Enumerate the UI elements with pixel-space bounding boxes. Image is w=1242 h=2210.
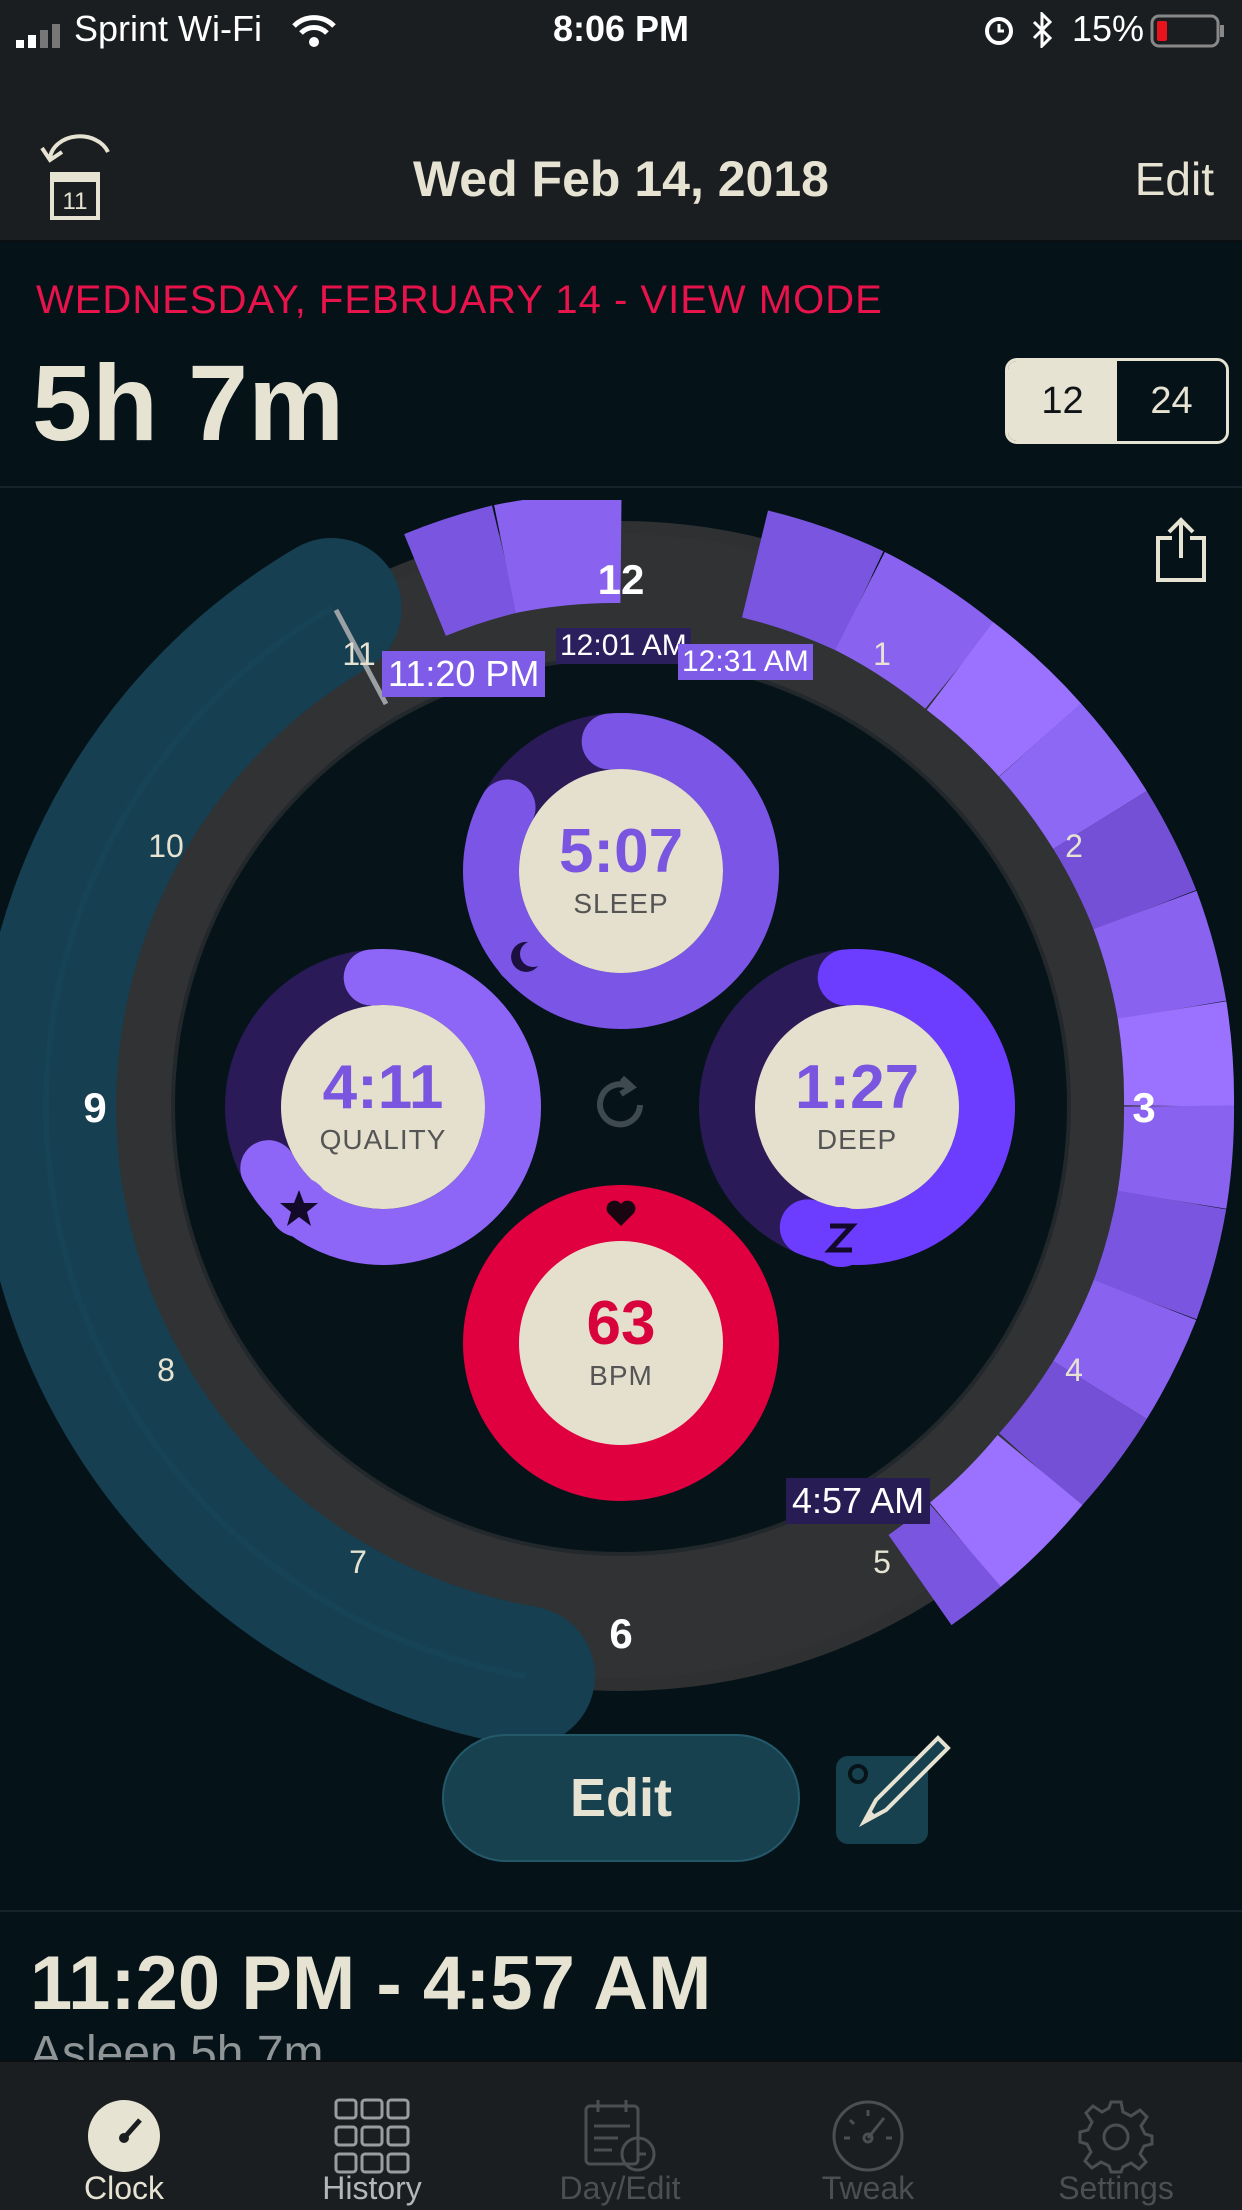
gear-icon xyxy=(1078,2098,1154,2174)
deep-label: DEEP xyxy=(816,1124,898,1155)
star-icon xyxy=(268,1176,330,1243)
view-mode-label: WEDNESDAY, FEBRUARY 14 - VIEW MODE xyxy=(36,278,883,322)
wifi-icon xyxy=(292,14,336,53)
hour-label-4: 4 xyxy=(1065,1352,1083,1388)
pencil-icon xyxy=(836,1730,956,1845)
calendar-back-icon[interactable]: 11 xyxy=(38,132,120,224)
time-format-toggle: 12 24 xyxy=(1005,358,1229,444)
nav-bar xyxy=(0,62,1242,242)
quality-value: 4:11 xyxy=(322,1053,444,1122)
sleep-start-tag[interactable]: 11:20 PM xyxy=(382,651,546,697)
hour-label-9: 9 xyxy=(83,1084,107,1131)
cellular-signal-icon xyxy=(16,22,72,48)
sleep-clock-dial xyxy=(0,500,1235,1740)
tab-label-settings: Settings xyxy=(1058,2170,1174,2206)
edit-sleep-button[interactable]: Edit xyxy=(442,1734,800,1862)
alarm-icon xyxy=(983,14,1015,51)
hour-label-5: 5 xyxy=(873,1544,891,1580)
hour-label-8: 8 xyxy=(157,1352,175,1388)
clock-tab-icon xyxy=(86,2098,162,2174)
battery-icon xyxy=(1150,14,1226,53)
sleep-range: 11:20 PM - 4:57 AM xyxy=(30,1941,712,2026)
tab-label-history: History xyxy=(322,2170,422,2206)
sleep-value: 5:07 xyxy=(558,817,684,886)
z-icon xyxy=(810,1206,872,1273)
hour-label-3: 3 xyxy=(1132,1084,1156,1131)
nav-edit-button[interactable]: Edit xyxy=(1134,153,1214,205)
hour-label-2: 2 xyxy=(1065,828,1083,864)
tab-clock[interactable]: Clock xyxy=(0,2098,248,2206)
time-tag-1201[interactable]: 12:01 AM xyxy=(556,628,691,664)
page-title: Wed Feb 14, 2018 xyxy=(413,151,829,207)
share-icon[interactable] xyxy=(1152,516,1210,589)
battery-percent: 15% xyxy=(1072,8,1145,49)
time-tag-1231[interactable]: 12:31 AM xyxy=(678,644,813,680)
summary-divider xyxy=(0,1910,1242,1912)
hour-label-7: 7 xyxy=(349,1544,367,1580)
tab-settings[interactable]: Settings xyxy=(992,2098,1240,2206)
grid-icon xyxy=(334,2098,410,2174)
calendar-clock-icon xyxy=(582,2098,658,2174)
hour-label-10: 10 xyxy=(148,828,184,864)
tab-day-edit[interactable]: Day/Edit xyxy=(496,2098,744,2206)
tab-bar xyxy=(0,2060,1242,2210)
heart-rate-value: 63 xyxy=(586,1289,656,1358)
deep-value: 1:27 xyxy=(794,1053,920,1122)
wake-tag[interactable]: 4:57 AM xyxy=(786,1478,931,1524)
sleep-segments xyxy=(404,500,1235,1626)
tab-label-tweak: Tweak xyxy=(821,2170,915,2206)
header-divider xyxy=(0,486,1242,488)
total-sleep-duration: 5h 7m xyxy=(32,342,345,463)
sleep-label: SLEEP xyxy=(573,888,669,919)
status-bar: Sprint Wi-Fi 8:06 PM 15% xyxy=(0,0,1242,62)
format-12-option[interactable]: 12 xyxy=(1008,361,1117,441)
tab-label-clock: Clock xyxy=(83,2170,164,2206)
status-time: 8:06 PM xyxy=(552,8,690,49)
tab-history[interactable]: History xyxy=(248,2098,496,2206)
hour-label-12: 12 xyxy=(597,556,645,603)
heart-rate-label: BPM xyxy=(589,1360,653,1391)
format-24-option[interactable]: 24 xyxy=(1117,361,1226,441)
moon-icon xyxy=(494,928,552,991)
gauge-icon xyxy=(830,2098,906,2174)
calendar-day-number: 11 xyxy=(62,188,88,215)
hour-label-11: 11 xyxy=(342,636,376,672)
heart-icon xyxy=(590,1184,652,1247)
quality-label: QUALITY xyxy=(319,1124,447,1155)
tab-tweak[interactable]: Tweak xyxy=(744,2098,992,2206)
carrier-label: Sprint Wi-Fi xyxy=(74,8,262,49)
refresh-icon[interactable] xyxy=(588,1072,654,1143)
heart-rate-ring[interactable]: 63 BPM xyxy=(462,1184,780,1502)
hour-label-6: 6 xyxy=(609,1610,633,1657)
hour-label-1: 1 xyxy=(873,636,891,672)
tab-label-day-edit: Day/Edit xyxy=(559,2170,681,2206)
quality-ring[interactable]: 4:11 QUALITY xyxy=(224,948,542,1266)
bluetooth-icon xyxy=(1030,10,1054,53)
